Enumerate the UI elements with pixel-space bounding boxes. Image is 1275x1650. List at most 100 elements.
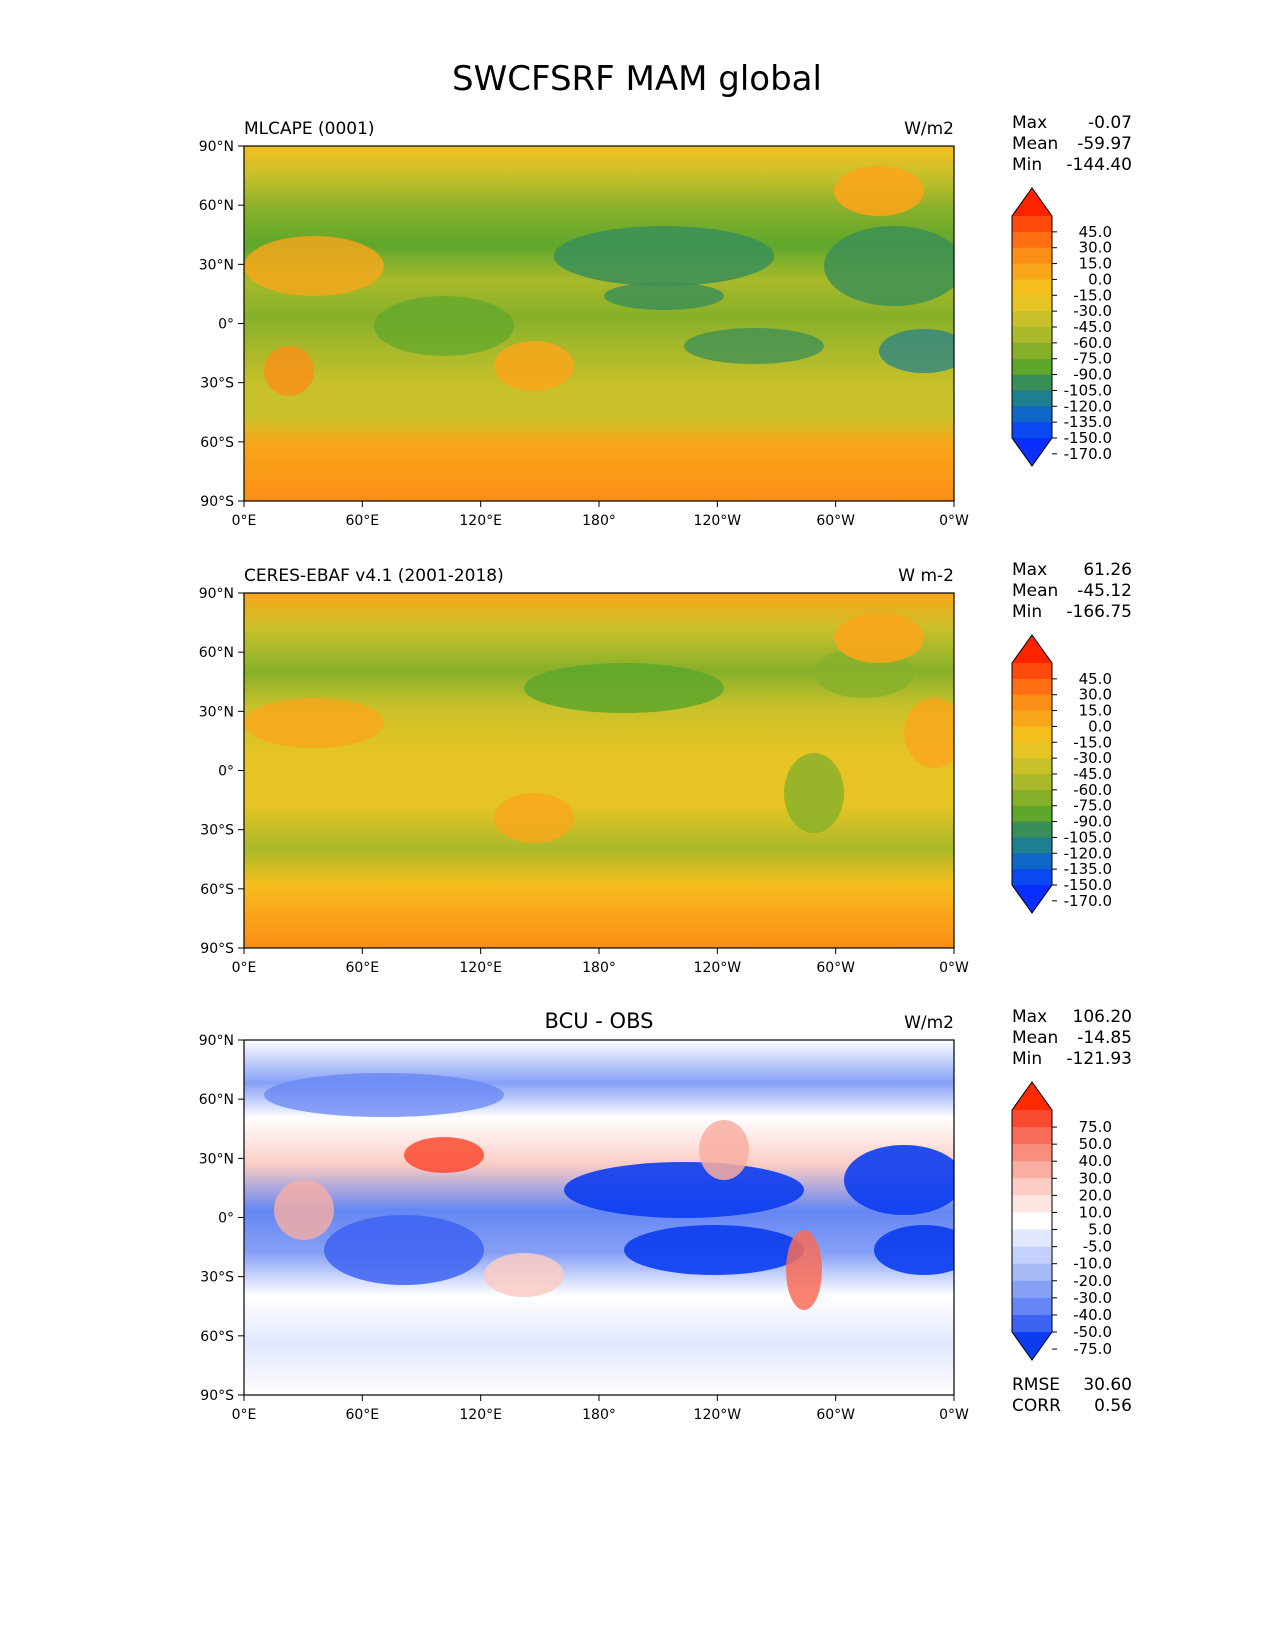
colorbar-band (1012, 663, 1052, 680)
colorbar-label: -75.0 (1073, 797, 1112, 815)
map-field (244, 593, 954, 948)
stat-value: -14.85 (1077, 1028, 1132, 1048)
colorbar-band (1012, 1178, 1052, 1196)
colorbar-band (1012, 406, 1052, 423)
colorbar-band (1012, 422, 1052, 439)
colorbar-label: 15.0 (1079, 702, 1112, 720)
stat-value: 61.26 (1083, 560, 1132, 580)
lon-tick-label: 120°E (459, 513, 502, 529)
colorbar-label: -135.0 (1064, 860, 1112, 878)
stat-label: Min (1012, 1049, 1042, 1069)
colorbar-label: -40.0 (1073, 1306, 1112, 1324)
colorbar-extend-min (1012, 885, 1052, 913)
colorbar-label: -120.0 (1064, 397, 1112, 415)
colorbar-label: -20.0 (1073, 1272, 1112, 1290)
colorbar-label: 15.0 (1079, 255, 1112, 273)
lon-tick-label: 180° (582, 513, 616, 529)
stat-label: Mean (1012, 134, 1058, 154)
stat-label: Mean (1012, 1028, 1058, 1048)
colorbar-band (1012, 1246, 1052, 1265)
lat-tick-label: 0° (218, 317, 234, 333)
colorbar-label: -15.0 (1073, 286, 1112, 304)
colorbar-band (1012, 1229, 1052, 1248)
colorbar-label: -30.0 (1073, 749, 1112, 767)
colorbar-label: -105.0 (1064, 828, 1112, 846)
map-field (244, 146, 954, 501)
colorbar-label: 30.0 (1079, 686, 1112, 704)
lat-tick-label: 60°S (200, 882, 234, 898)
colorbar-extend-max (1012, 635, 1052, 663)
stat-value: -0.07 (1088, 113, 1132, 133)
colorbar-extend-max (1012, 188, 1052, 216)
colorbar-label: -10.0 (1073, 1255, 1112, 1273)
stat-value: 0.56 (1094, 1396, 1132, 1416)
colorbar: 45.030.015.00.0-15.0-30.0-45.0-60.0-75.0… (1011, 187, 1112, 467)
stat-value: 30.60 (1083, 1375, 1132, 1395)
field-blob (684, 328, 824, 364)
lat-tick-label: 30°N (199, 1151, 234, 1167)
colorbar-label: -120.0 (1064, 844, 1112, 862)
colorbar-band (1012, 1297, 1052, 1316)
colorbar-band (1012, 1144, 1052, 1162)
colorbar-band (1012, 1280, 1052, 1299)
colorbar-band (1012, 726, 1052, 743)
colorbar-band (1012, 216, 1052, 233)
stat-value: -166.75 (1066, 602, 1132, 622)
panel-annotations-1: CERES-EBAF v4.1 (2001-2018) W m-2 90°N 60°N… (199, 560, 1132, 976)
lon-tick-label: 120°W (694, 960, 742, 976)
lat-tick-label: 30°S (200, 376, 234, 392)
stat-value: -121.93 (1066, 1049, 1132, 1069)
colorbar-band (1012, 837, 1052, 854)
field-blob (834, 166, 924, 216)
colorbar-band (1012, 774, 1052, 791)
field-blob (784, 753, 844, 833)
stat-label: Min (1012, 602, 1042, 622)
lon-tick-label: 120°W (694, 513, 742, 529)
figure-annotations: MLCAPE (0001) W/m2 90°N 60°N 30°N 0° 30°S 60°S 9… (199, 113, 1132, 1423)
panel-annotations-2: BCU - OBS W/m2 90°N 60°N 30°N 0° 30°S 60°S 90°S 0… (199, 1007, 1132, 1423)
panel-title-center: BCU - OBS (545, 1009, 654, 1033)
panel-title-left: CERES-EBAF v4.1 (2001-2018) (244, 566, 504, 586)
lat-tick-label: 0° (218, 764, 234, 780)
lon-tick-label: 60°W (816, 1407, 855, 1423)
stat-value: -59.97 (1077, 134, 1132, 154)
field-blob (834, 613, 924, 663)
colorbar-label: 30.0 (1079, 239, 1112, 257)
colorbar-label: -45.0 (1073, 318, 1112, 336)
colorbar-band (1012, 231, 1052, 249)
lat-tick-label: 30°S (200, 823, 234, 839)
lon-tick-label: 0°W (939, 513, 969, 529)
colorbar-label: 5.0 (1088, 1221, 1112, 1239)
colorbar-band (1012, 247, 1052, 265)
colorbar-label: -150.0 (1064, 876, 1112, 894)
lon-tick-label: 60°E (345, 960, 379, 976)
panel-model (243, 145, 955, 502)
colorbar-band (1012, 694, 1052, 712)
field-blob (264, 346, 314, 396)
colorbar-label: -30.0 (1073, 302, 1112, 320)
stat-value: -45.12 (1077, 581, 1132, 601)
colorbar-band (1012, 295, 1052, 312)
field-blob (244, 236, 384, 296)
panel-title-left: MLCAPE (0001) (244, 119, 375, 139)
lat-tick-label: 60°S (200, 435, 234, 451)
lat-tick-label: 60°N (199, 645, 234, 661)
colorbar-band (1012, 358, 1052, 376)
field-blob (554, 226, 774, 286)
stat-value: -144.40 (1066, 155, 1132, 175)
lon-tick-label: 0°E (232, 1407, 257, 1423)
lat-tick-label: 60°N (199, 198, 234, 214)
field-blob (624, 1225, 804, 1275)
panel-units: W/m2 (904, 1013, 954, 1033)
colorbar-band (1012, 1212, 1052, 1231)
colorbar-band (1012, 758, 1052, 775)
colorbar-band (1012, 263, 1052, 280)
stat-label: Max (1012, 1007, 1047, 1027)
colorbar-band (1012, 311, 1052, 328)
colorbar-label: -170.0 (1064, 445, 1112, 463)
lat-tick-label: 60°S (200, 1329, 234, 1345)
colorbar-label: 45.0 (1079, 670, 1112, 688)
field-blob (324, 1215, 484, 1285)
panel-annotations-0: MLCAPE (0001) W/m2 90°N 60°N 30°N 0° 30°S 60°S 9… (199, 113, 1132, 529)
